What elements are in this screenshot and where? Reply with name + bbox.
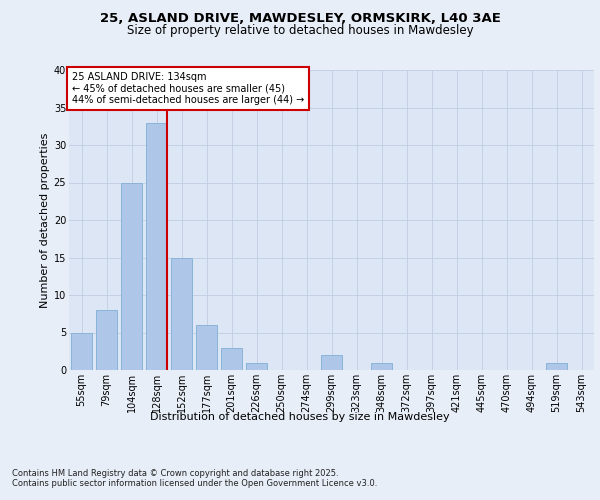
Bar xyxy=(171,258,192,370)
Bar xyxy=(196,325,217,370)
Bar xyxy=(246,362,267,370)
Bar xyxy=(321,355,342,370)
Text: 25 ASLAND DRIVE: 134sqm
← 45% of detached houses are smaller (45)
44% of semi-de: 25 ASLAND DRIVE: 134sqm ← 45% of detache… xyxy=(71,72,304,104)
Text: 25, ASLAND DRIVE, MAWDESLEY, ORMSKIRK, L40 3AE: 25, ASLAND DRIVE, MAWDESLEY, ORMSKIRK, L… xyxy=(100,12,500,26)
Bar xyxy=(121,182,142,370)
Text: Distribution of detached houses by size in Mawdesley: Distribution of detached houses by size … xyxy=(150,412,450,422)
Text: Contains public sector information licensed under the Open Government Licence v3: Contains public sector information licen… xyxy=(12,479,377,488)
Bar xyxy=(146,122,167,370)
Text: Size of property relative to detached houses in Mawdesley: Size of property relative to detached ho… xyxy=(127,24,473,37)
Text: Contains HM Land Registry data © Crown copyright and database right 2025.: Contains HM Land Registry data © Crown c… xyxy=(12,469,338,478)
Bar xyxy=(221,348,242,370)
Bar xyxy=(371,362,392,370)
Bar xyxy=(71,332,92,370)
Bar xyxy=(546,362,567,370)
Bar xyxy=(96,310,117,370)
Y-axis label: Number of detached properties: Number of detached properties xyxy=(40,132,50,308)
